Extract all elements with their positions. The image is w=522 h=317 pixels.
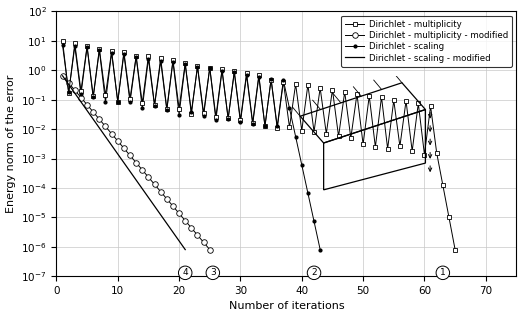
Y-axis label: Energy norm of the error: Energy norm of the error: [6, 74, 16, 213]
Text: 4: 4: [182, 268, 188, 277]
Text: 1: 1: [440, 268, 446, 277]
Legend: Dirichlet - multiplicity, Dirichlet - multiplicity - modified, Dirichlet - scali: Dirichlet - multiplicity, Dirichlet - mu…: [341, 16, 512, 67]
Text: 3: 3: [210, 268, 216, 277]
X-axis label: Number of iterations: Number of iterations: [229, 301, 344, 311]
Text: 2: 2: [311, 268, 317, 277]
